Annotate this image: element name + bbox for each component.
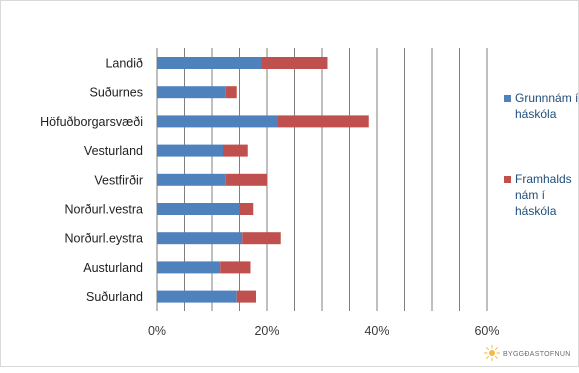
bar-landi-framhaldsnam — [261, 57, 328, 69]
x-tick-label: 40% — [364, 324, 389, 338]
x-axis-tick-labels: 0% 20% 40% 60% — [148, 324, 500, 338]
category-label-austurland: Austurland — [83, 261, 143, 275]
bar-nor-url-eystra-grunnnam — [157, 232, 243, 245]
bar-austurland-framhaldsnam — [220, 261, 251, 274]
bar-vesturland-grunnnam — [157, 144, 223, 157]
bar-su-urland-framhaldsnam — [236, 290, 256, 303]
category-label-nor-url-eystra: Norðurl.eystra — [65, 232, 144, 246]
bar-su-urnes-grunnnam — [157, 86, 226, 99]
bar-nor-url-eystra-framhaldsnam — [242, 232, 281, 245]
legend-label-framhaldsnam-line2: nám í — [515, 188, 546, 202]
bar-vesturland-framhaldsnam — [223, 144, 248, 157]
bar-su-urland-grunnnam — [157, 290, 237, 303]
category-labels: Landið Suðurnes Höfuðborgarsvæði Vesturland… — [40, 57, 143, 305]
logo: BYGGÐASTOFNUN — [484, 345, 571, 361]
bar-su-urnes-framhaldsnam — [225, 86, 237, 99]
bar-austurland-grunnnam — [157, 261, 221, 274]
category-label-vesturland: Vesturland — [84, 144, 143, 158]
bar-ho-fu-borgarsv-i-grunnnam — [157, 115, 278, 128]
bars — [157, 57, 369, 303]
bar-nor-url-vestra-framhaldsnam — [239, 203, 254, 215]
bar-landi-grunnnam — [157, 57, 262, 69]
legend-swatch-framhaldsnam — [504, 176, 511, 183]
category-label-su-urnes: Suðurnes — [89, 86, 143, 100]
bar-nor-url-vestra-grunnnam — [157, 203, 240, 215]
x-tick-label: 60% — [474, 324, 499, 338]
category-label-vestfir-ir: Vestfirðir — [94, 173, 143, 187]
bar-vestfir-ir-grunnnam — [157, 173, 226, 186]
category-label-ho-fu-borgarsv-i: Höfuðborgarsvæði — [40, 115, 143, 129]
legend-swatch-grunnnam — [504, 95, 511, 102]
category-label-nor-url-vestra: Norðurl.vestra — [65, 203, 144, 217]
legend: Grunnnám í háskóla Framhalds nám í háskó… — [504, 91, 579, 218]
category-label-landi: Landið — [105, 57, 143, 71]
logo-text: BYGGÐASTOFNUN — [503, 351, 571, 358]
category-label-su-urland: Suðurland — [86, 290, 143, 304]
bar-ho-fu-borgarsv-i-framhaldsnam — [278, 115, 369, 128]
sun-logo-icon — [484, 345, 500, 361]
legend-label-grunnnam-line1: Grunnnám í — [515, 91, 579, 105]
legend-label-framhaldsnam-line3: háskóla — [515, 204, 557, 218]
bar-vestfir-ir-framhaldsnam — [225, 173, 267, 186]
legend-label-framhaldsnam-line1: Framhalds — [515, 172, 572, 186]
x-tick-label: 0% — [148, 324, 166, 338]
legend-label-grunnnam-line2: háskóla — [515, 107, 557, 121]
x-tick-label: 20% — [254, 324, 279, 338]
